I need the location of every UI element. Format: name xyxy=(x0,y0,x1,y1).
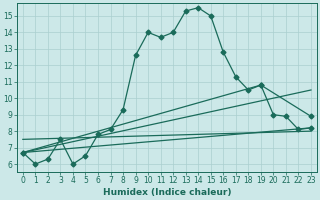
X-axis label: Humidex (Indice chaleur): Humidex (Indice chaleur) xyxy=(103,188,231,197)
